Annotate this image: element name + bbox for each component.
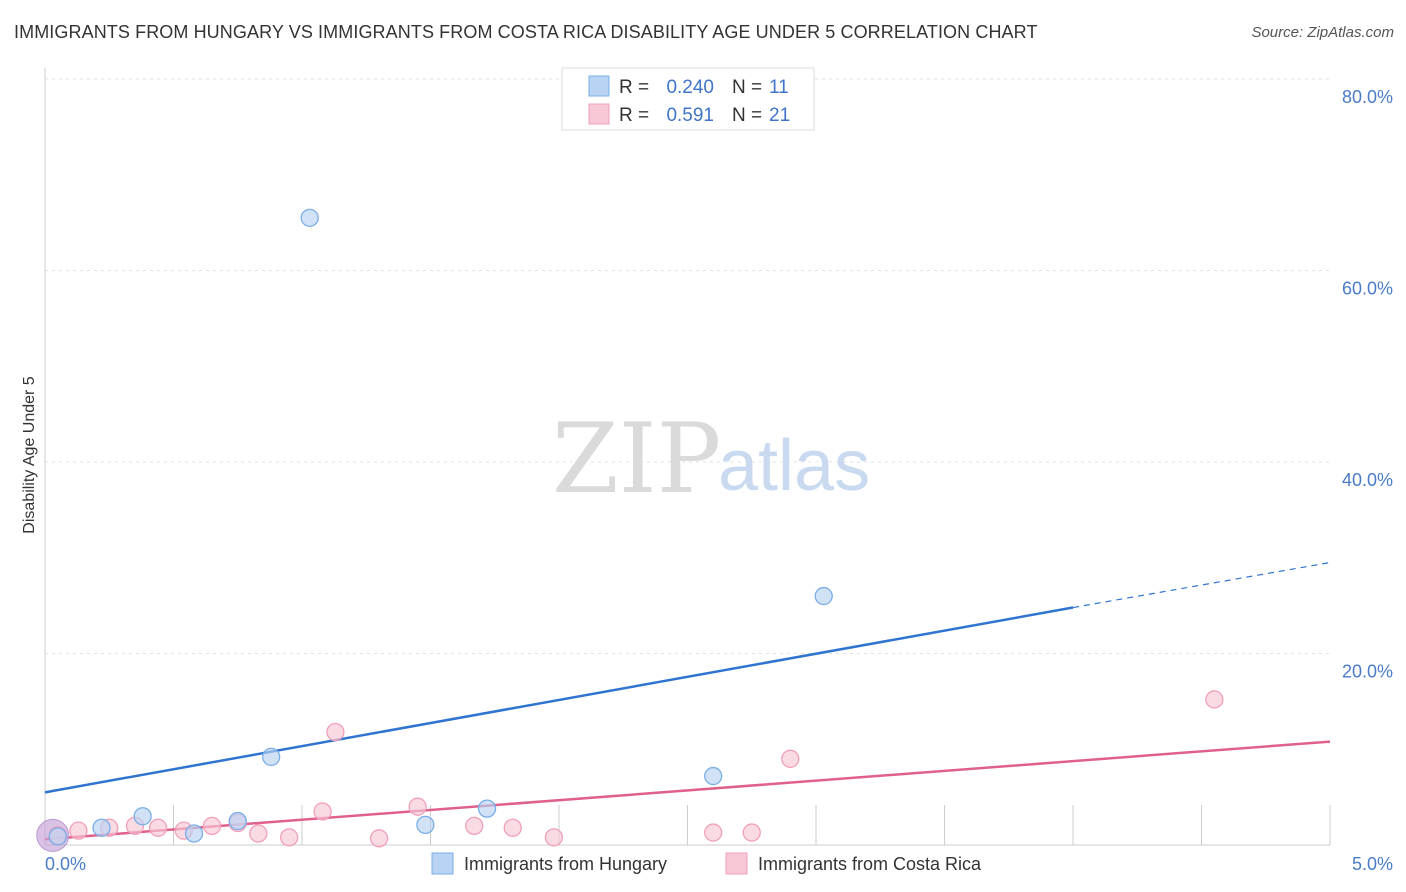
data-point bbox=[1205, 690, 1224, 709]
x-tick-labels: 0.0% 5.0% bbox=[45, 854, 1393, 874]
legend-n-label: N = bbox=[732, 77, 762, 98]
data-point bbox=[416, 815, 435, 835]
trend-line-1 bbox=[44, 606, 1074, 794]
y-tick-labels: 20.0% 40.0% 60.0% 80.0% bbox=[1342, 87, 1393, 682]
y-tick-label: 80.0% bbox=[1342, 87, 1393, 107]
grid-lines bbox=[45, 78, 1330, 654]
data-point bbox=[262, 747, 281, 767]
legend-n-label: N = bbox=[732, 105, 762, 126]
watermark-atlas: atlas bbox=[718, 426, 870, 506]
data-point bbox=[228, 811, 247, 831]
data-point bbox=[202, 816, 222, 835]
data-point bbox=[92, 818, 111, 837]
series-legend-swatch-1 bbox=[431, 852, 454, 875]
data-point bbox=[781, 749, 800, 768]
series-legend-swatch-2 bbox=[725, 852, 748, 875]
legend-r-value: 0.240 bbox=[666, 77, 714, 98]
data-point bbox=[249, 824, 268, 843]
data-point bbox=[477, 799, 497, 818]
data-point bbox=[742, 823, 761, 842]
x-tick-label: 0.0% bbox=[45, 854, 86, 874]
data-point bbox=[465, 816, 484, 835]
data-point bbox=[148, 818, 168, 837]
data-point bbox=[48, 827, 67, 846]
axes bbox=[44, 68, 1331, 846]
x-tick-label: 5.0% bbox=[1352, 854, 1393, 874]
data-points bbox=[36, 208, 1224, 852]
stats-legend: R = 0.240 N = 11 R = 0.591 N = 21 bbox=[561, 67, 815, 131]
y-tick-label: 40.0% bbox=[1342, 470, 1393, 490]
chart-title: IMMIGRANTS FROM HUNGARY VS IMMIGRANTS FR… bbox=[14, 22, 1038, 42]
data-point bbox=[704, 823, 723, 842]
legend-swatch-1 bbox=[588, 75, 610, 97]
data-point bbox=[184, 824, 204, 843]
data-point bbox=[503, 818, 522, 837]
legend-r-value: 0.591 bbox=[666, 105, 714, 126]
y-axis-label: Disability Age Under 5 bbox=[21, 376, 38, 534]
data-point bbox=[326, 722, 345, 742]
data-point bbox=[408, 797, 427, 816]
data-point bbox=[69, 821, 88, 840]
legend-r-label: R = bbox=[619, 77, 649, 98]
series-legend-label-2: Immigrants from Costa Rica bbox=[758, 854, 982, 874]
data-point bbox=[814, 586, 833, 606]
y-tick-label: 20.0% bbox=[1342, 662, 1393, 682]
data-point bbox=[369, 829, 389, 848]
source-label: Source: ZipAtlas.com bbox=[1251, 24, 1394, 41]
data-point bbox=[133, 807, 152, 826]
watermark: ZIP atlas bbox=[552, 403, 870, 515]
series-legend: Immigrants from Hungary Immigrants from C… bbox=[431, 852, 982, 875]
series-legend-label-1: Immigrants from Hungary bbox=[464, 854, 667, 874]
legend-swatch-2 bbox=[588, 103, 610, 125]
data-point bbox=[279, 828, 299, 847]
legend-n-value: 21 bbox=[769, 105, 790, 126]
data-point bbox=[704, 766, 723, 786]
trend-line-2 bbox=[44, 740, 1331, 841]
legend-r-label: R = bbox=[619, 105, 649, 126]
y-tick-label: 60.0% bbox=[1342, 279, 1393, 299]
trend-line-extension-1 bbox=[1072, 561, 1331, 609]
watermark-zip: ZIP bbox=[552, 403, 721, 515]
data-point bbox=[300, 208, 319, 227]
data-point bbox=[544, 828, 564, 847]
data-point bbox=[313, 802, 332, 821]
legend-n-value: 11 bbox=[769, 77, 789, 98]
trend-lines bbox=[44, 561, 1331, 841]
